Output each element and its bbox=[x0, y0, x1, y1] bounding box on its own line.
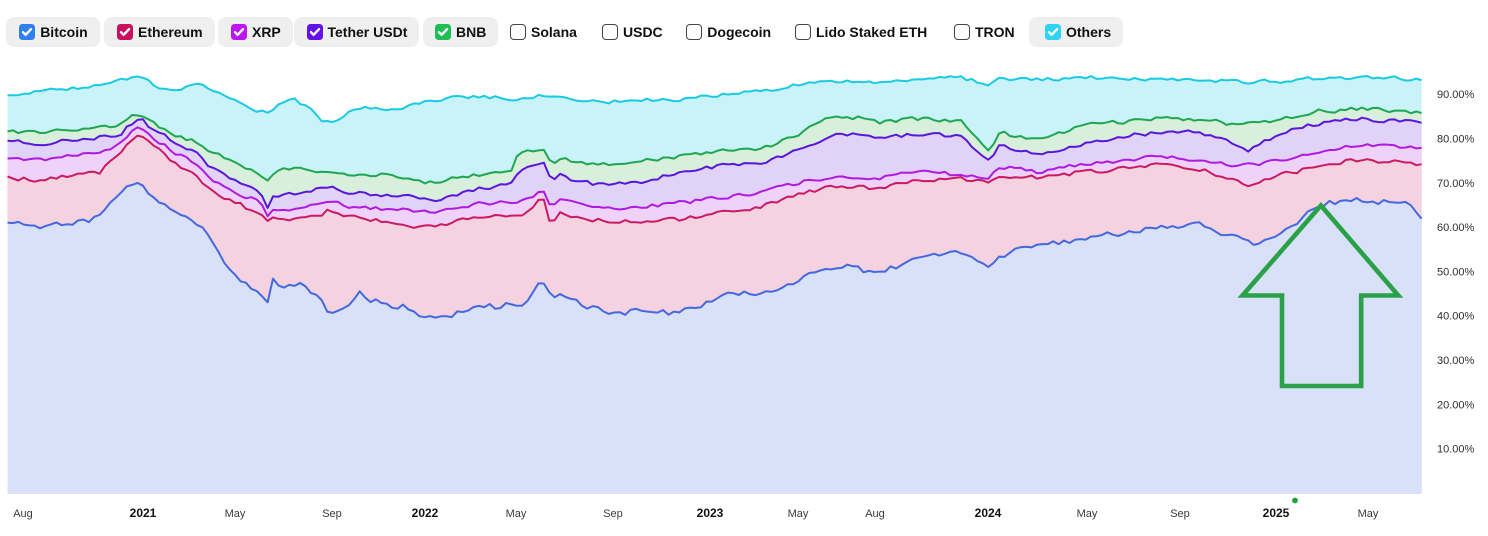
svg-text:Sep: Sep bbox=[603, 508, 623, 520]
svg-text:May: May bbox=[506, 508, 527, 520]
svg-text:70.00%: 70.00% bbox=[1437, 178, 1475, 190]
svg-text:2024: 2024 bbox=[975, 506, 1002, 520]
svg-text:May: May bbox=[1358, 508, 1379, 520]
svg-text:80.00%: 80.00% bbox=[1437, 134, 1475, 146]
svg-text:May: May bbox=[788, 508, 809, 520]
svg-text:Sep: Sep bbox=[322, 508, 342, 520]
svg-text:Sep: Sep bbox=[1170, 508, 1190, 520]
svg-text:2022: 2022 bbox=[412, 506, 439, 520]
svg-text:50.00%: 50.00% bbox=[1437, 266, 1475, 278]
svg-text:2021: 2021 bbox=[130, 506, 157, 520]
svg-text:Aug: Aug bbox=[865, 508, 885, 520]
svg-text:2023: 2023 bbox=[697, 506, 724, 520]
svg-text:May: May bbox=[1077, 508, 1098, 520]
svg-text:60.00%: 60.00% bbox=[1437, 222, 1475, 234]
svg-text:90.00%: 90.00% bbox=[1437, 89, 1475, 101]
svg-text:30.00%: 30.00% bbox=[1437, 355, 1475, 367]
svg-text:40.00%: 40.00% bbox=[1437, 311, 1475, 323]
svg-text:10.00%: 10.00% bbox=[1437, 444, 1475, 456]
svg-text:Aug: Aug bbox=[13, 508, 33, 520]
svg-text:May: May bbox=[225, 508, 246, 520]
svg-text:20.00%: 20.00% bbox=[1437, 399, 1475, 411]
svg-text:2025: 2025 bbox=[1263, 506, 1290, 520]
